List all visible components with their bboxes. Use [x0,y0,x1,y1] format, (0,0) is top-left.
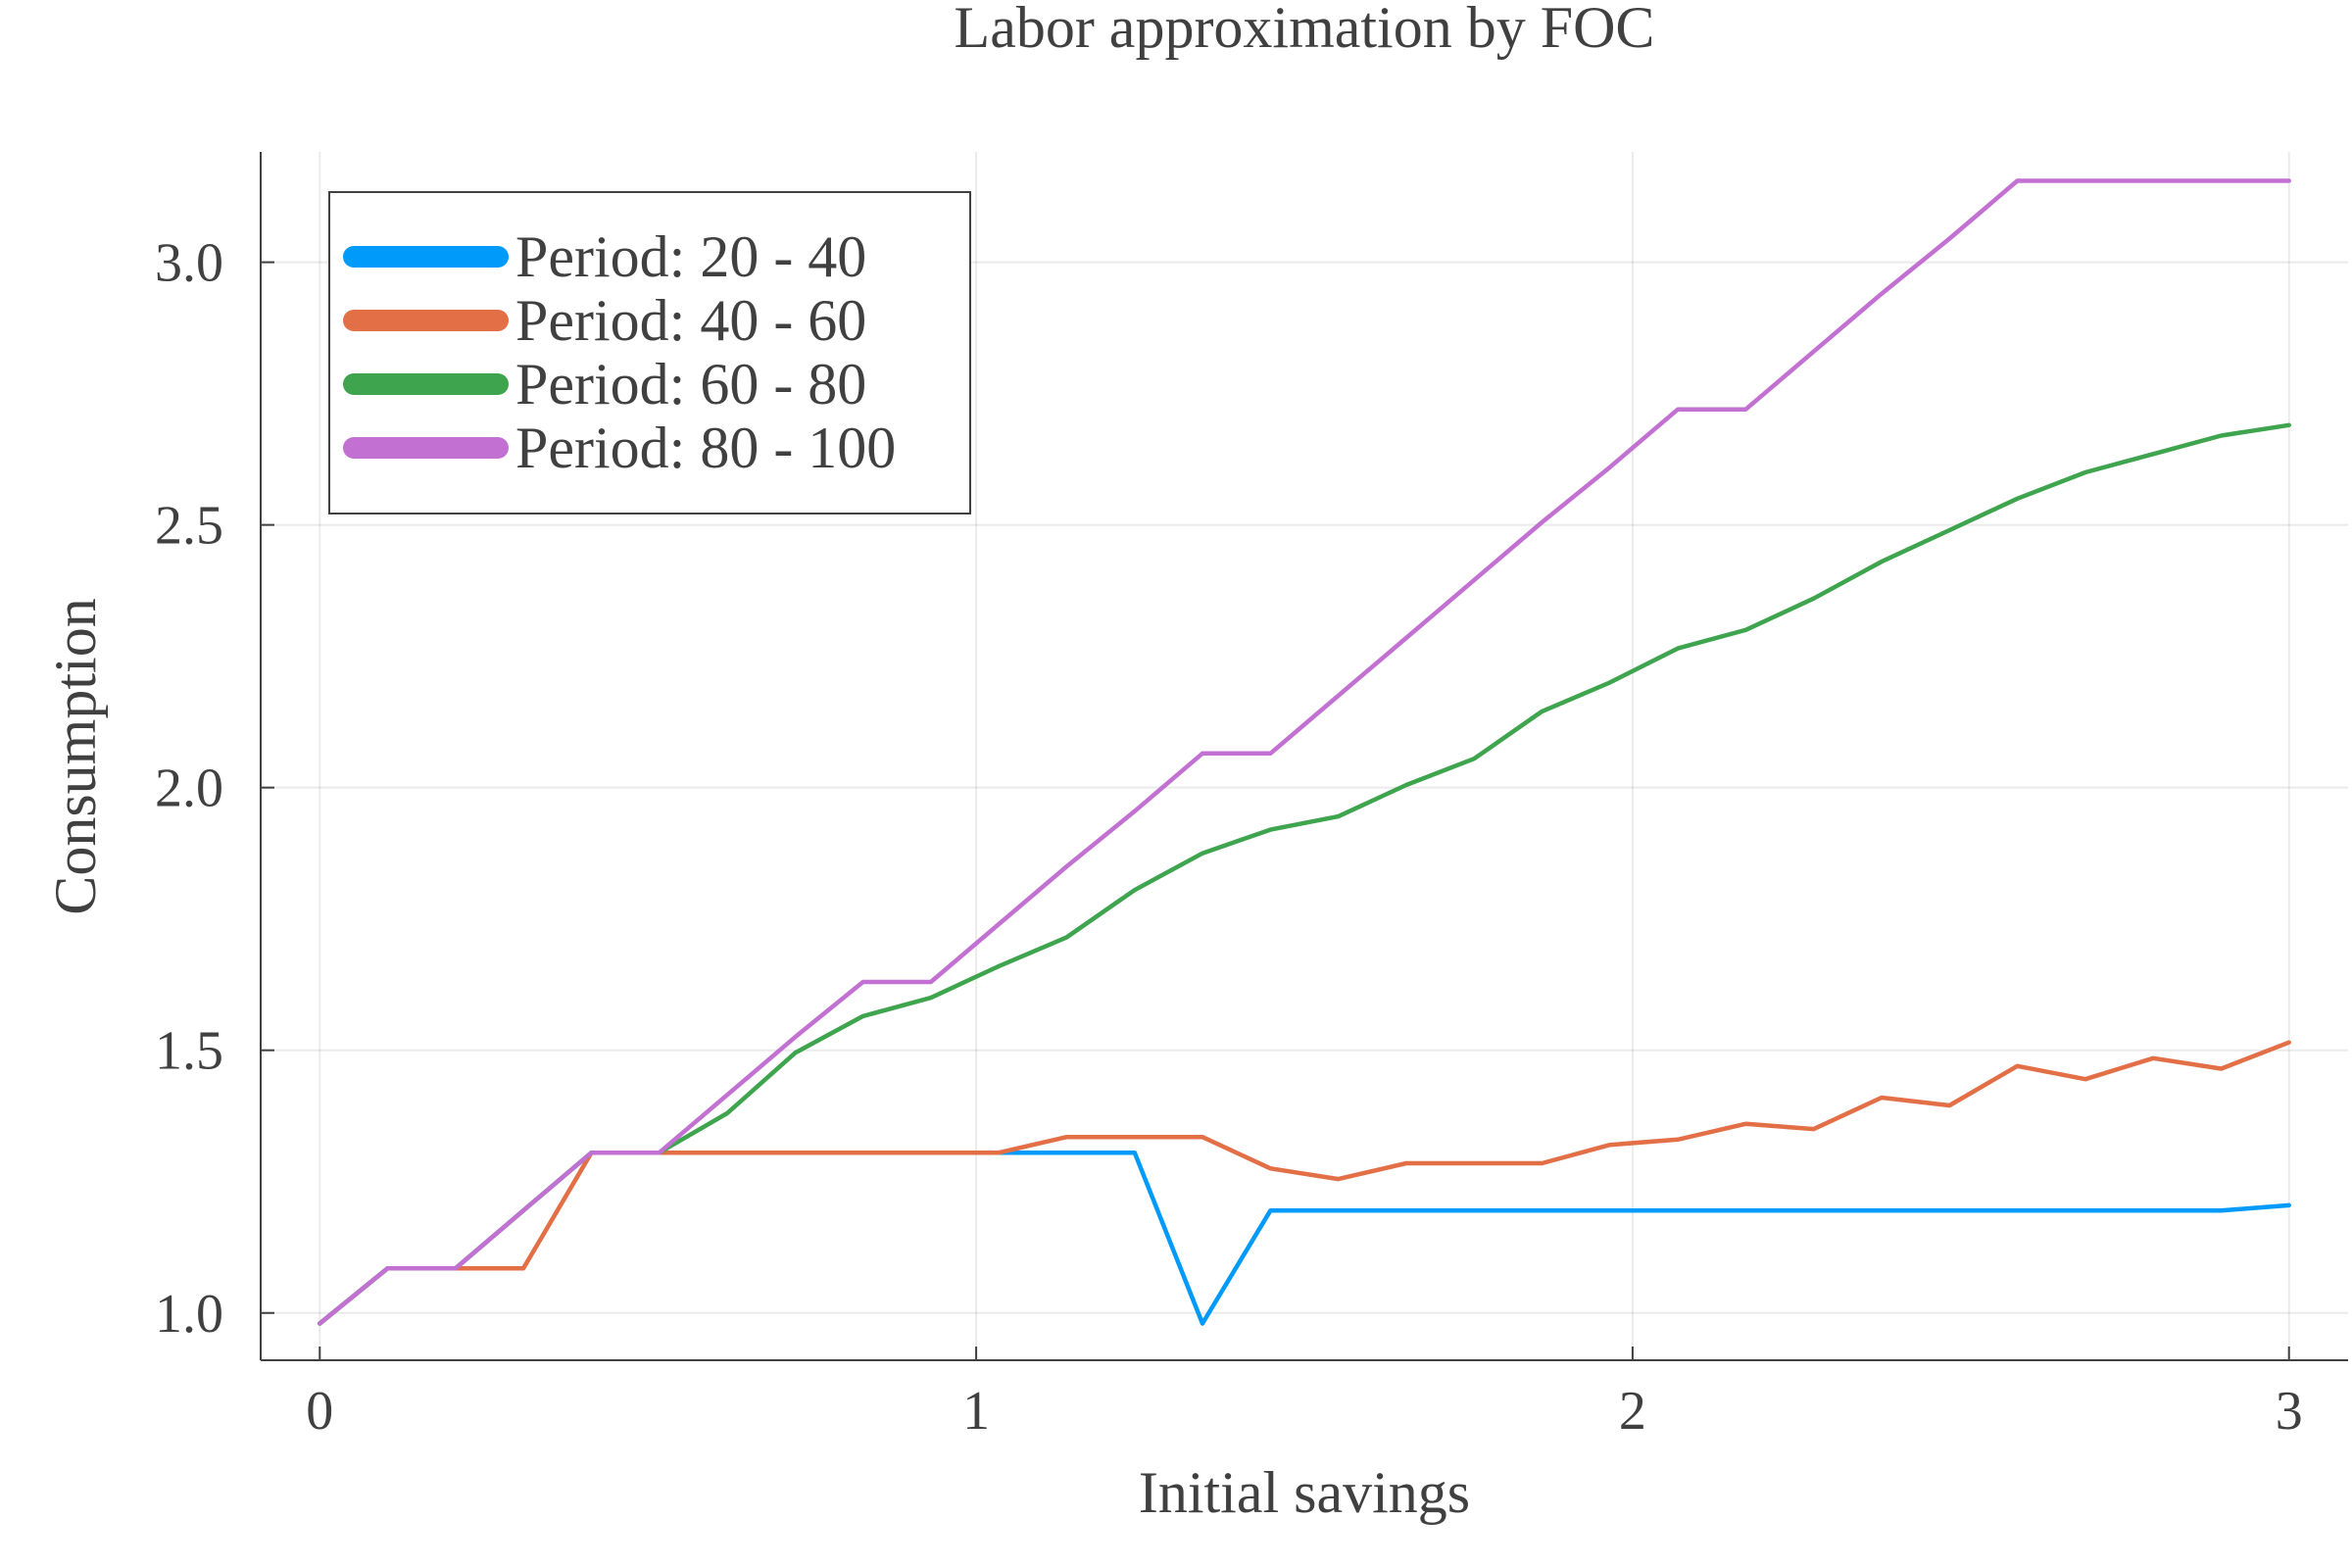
y-tick-label: 2.5 [155,496,223,557]
series-line-4 [318,178,2291,1326]
x-axis-label: Initial savings [1139,1460,1470,1525]
y-tick-label: 3.0 [155,233,223,294]
y-tick-label: 1.0 [155,1284,223,1345]
legend-label: Period: 80 - 100 [515,416,896,480]
y-axis-label: Consumption [43,598,108,914]
y-tick-label: 1.5 [155,1021,223,1082]
x-tick-label: 3 [2276,1381,2303,1442]
y-tick-label: 2.0 [155,759,223,819]
x-tick-label: 0 [306,1381,333,1442]
x-axis-ticks: 0 1 2 3 [306,1347,2303,1442]
series-lines [318,178,2291,1326]
x-tick-label: 1 [962,1381,990,1442]
legend-box [328,191,971,514]
axes [260,152,2348,1361]
legend-label: Period: 60 - 80 [515,352,866,416]
y-axis-ticks: 1.0 1.5 2.0 2.5 3.0 [155,233,274,1345]
chart-title: Labor approximation by FOC [955,0,1655,60]
legend-label: Period: 20 - 40 [515,224,866,289]
x-tick-label: 2 [1619,1381,1646,1442]
legend-label: Period: 40 - 60 [515,288,866,353]
